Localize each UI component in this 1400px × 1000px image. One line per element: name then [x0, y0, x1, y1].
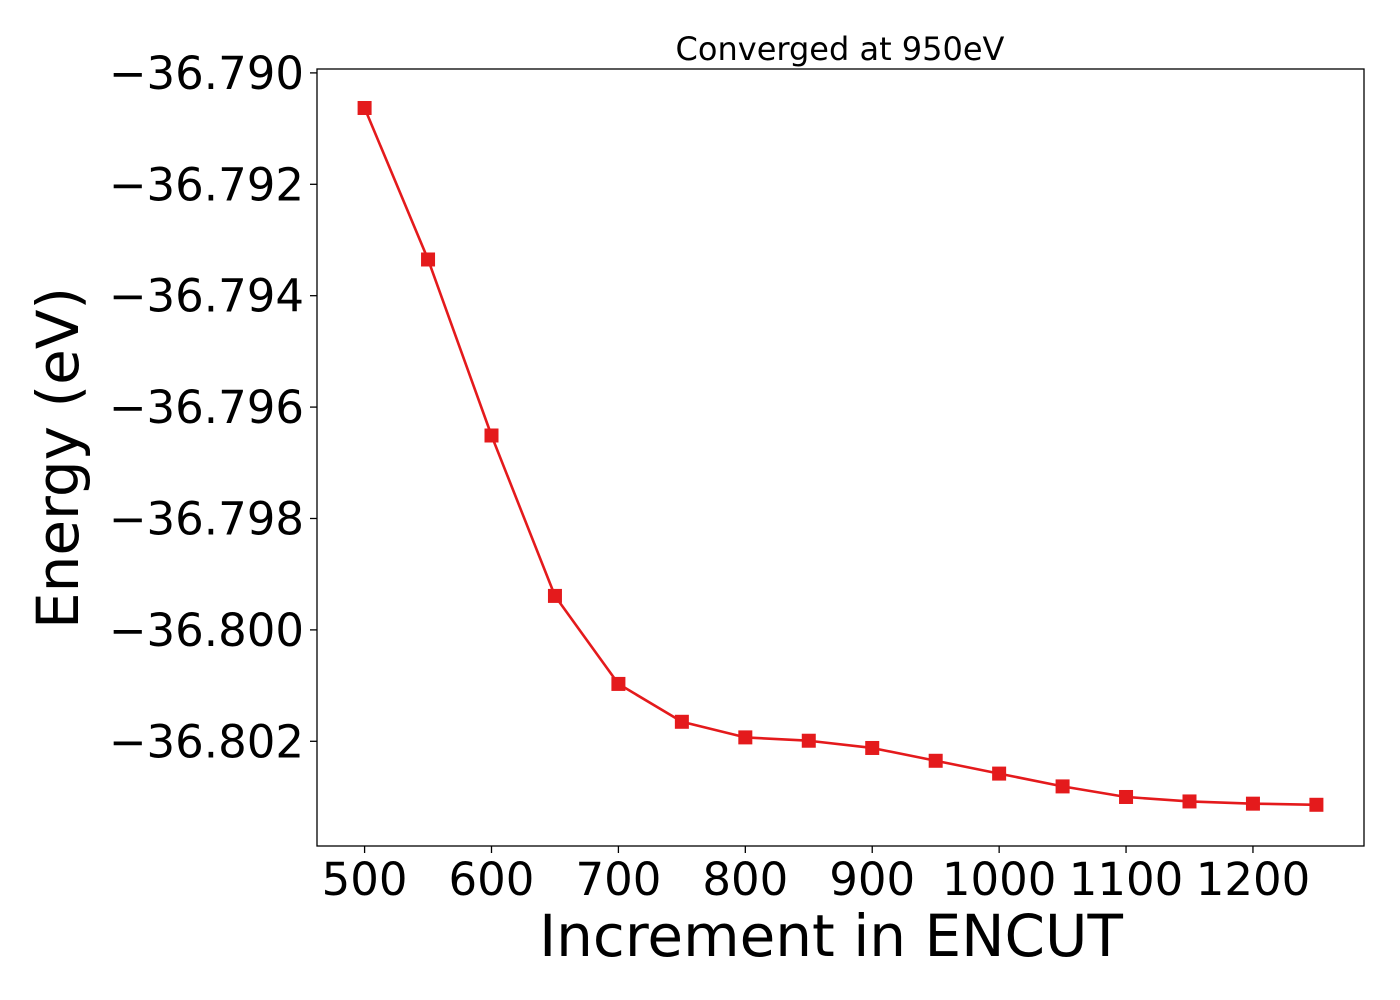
- y-tick-label: −36.794: [109, 270, 304, 323]
- data-point: [738, 730, 753, 745]
- y-tick-label: −36.792: [109, 158, 304, 211]
- data-point: [421, 252, 436, 267]
- plot-area: [357, 100, 1324, 812]
- data-point: [992, 766, 1007, 781]
- x-tick-label: 1100: [1069, 853, 1184, 906]
- chart-title: Converged at 950eV: [676, 30, 1005, 68]
- x-axis: 500 600 700 800 900 1000 1100 1200: [322, 846, 1311, 906]
- x-tick-label: 900: [829, 853, 915, 906]
- data-point: [1182, 794, 1197, 809]
- data-point: [611, 676, 626, 691]
- data-point: [484, 428, 499, 443]
- data-point: [1245, 796, 1260, 811]
- y-tick-label: −36.802: [109, 715, 304, 768]
- data-point: [1309, 797, 1324, 812]
- data-point: [547, 588, 562, 603]
- data-point: [1055, 779, 1070, 794]
- data-point: [865, 740, 880, 755]
- data-point: [357, 100, 372, 115]
- x-tick-label: 700: [575, 853, 661, 906]
- data-point: [674, 714, 689, 729]
- y-axis: −36.790 −36.792 −36.794 −36.796 −36.798 −36.8…: [109, 47, 317, 768]
- x-tick-label: 800: [702, 853, 788, 906]
- x-tick-label: 1000: [942, 853, 1057, 906]
- x-tick-label: 600: [449, 853, 535, 906]
- y-tick-label: −36.800: [109, 604, 304, 657]
- y-tick-label: −36.796: [109, 381, 304, 434]
- y-axis-label: Energy (eV): [24, 287, 92, 629]
- x-tick-label: 500: [322, 853, 408, 906]
- data-point: [928, 753, 943, 768]
- y-tick-label: −36.798: [109, 492, 304, 545]
- x-axis-label: Increment in ENCUT: [539, 902, 1123, 970]
- plot-frame: [316, 68, 1365, 847]
- series-line: [363, 107, 1317, 807]
- data-point: [801, 733, 816, 748]
- x-tick-label: 1200: [1196, 853, 1311, 906]
- data-point: [1119, 789, 1134, 804]
- y-tick-label: −36.790: [109, 47, 304, 100]
